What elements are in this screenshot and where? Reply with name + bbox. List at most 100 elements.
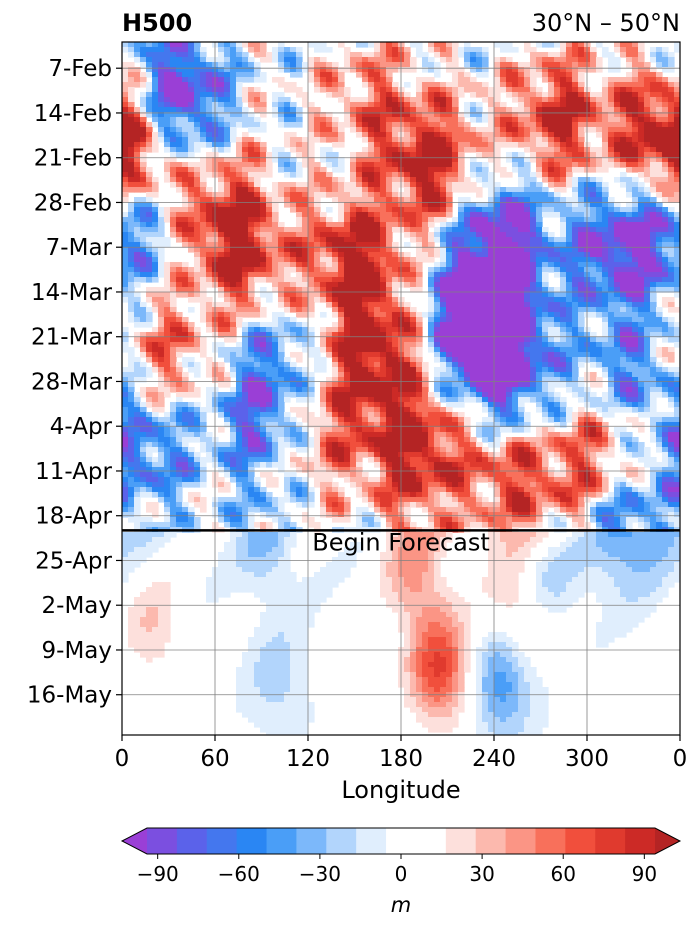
- heatmap-cell: [464, 57, 471, 63]
- heatmap-cell: [134, 152, 141, 158]
- heatmap-cell: [344, 277, 351, 283]
- heatmap-cell: [122, 267, 129, 273]
- heatmap-cell: [158, 337, 165, 343]
- heatmap-cell: [362, 52, 369, 58]
- heatmap-cell: [404, 227, 411, 233]
- heatmap-cell: [650, 72, 657, 78]
- heatmap-cell: [128, 187, 135, 193]
- heatmap-cell: [176, 332, 183, 338]
- heatmap-cell: [566, 207, 573, 213]
- heatmap-cell: [548, 62, 555, 68]
- heatmap-cell: [632, 187, 639, 193]
- heatmap-cell: [614, 117, 621, 123]
- heatmap-cell: [602, 157, 609, 163]
- heatmap-cell: [200, 307, 207, 313]
- heatmap-cell: [248, 197, 255, 203]
- heatmap-cell: [542, 162, 549, 168]
- heatmap-cell: [362, 257, 369, 263]
- heatmap-cell: [170, 152, 177, 158]
- heatmap-cell: [422, 167, 429, 173]
- heatmap-cell: [224, 112, 231, 118]
- heatmap-cell: [518, 197, 525, 203]
- heatmap-cell: [644, 112, 651, 118]
- heatmap-cell: [506, 187, 513, 193]
- heatmap-cell: [356, 252, 363, 258]
- heatmap-cell: [458, 302, 465, 308]
- heatmap-cell: [440, 152, 447, 158]
- heatmap-cell: [374, 307, 381, 313]
- heatmap-cell: [236, 282, 243, 288]
- heatmap-cell: [404, 92, 411, 98]
- heatmap-cell: [470, 337, 477, 343]
- heatmap-cell: [542, 157, 549, 163]
- heatmap-cell: [608, 232, 615, 238]
- heatmap-cell: [596, 157, 603, 163]
- heatmap-cell: [512, 107, 519, 113]
- heatmap-cell: [176, 102, 183, 108]
- heatmap-cell: [386, 272, 393, 278]
- heatmap-cell: [650, 162, 657, 168]
- heatmap-cell: [638, 192, 645, 198]
- heatmap-cell: [308, 57, 315, 63]
- heatmap-cell: [488, 242, 495, 248]
- heatmap-cell: [236, 217, 243, 223]
- heatmap-cell: [566, 137, 573, 143]
- heatmap-cell: [404, 172, 411, 178]
- heatmap-cell: [614, 57, 621, 63]
- heatmap-cell: [512, 282, 519, 288]
- heatmap-cell: [368, 102, 375, 108]
- heatmap-cell: [320, 327, 327, 333]
- heatmap-cell: [224, 57, 231, 63]
- heatmap-cell: [356, 237, 363, 243]
- heatmap-cell: [608, 257, 615, 263]
- heatmap-cell: [506, 332, 513, 338]
- heatmap-cell: [476, 202, 483, 208]
- heatmap-cell: [380, 272, 387, 278]
- heatmap-cell: [272, 217, 279, 223]
- heatmap-cell: [272, 267, 279, 273]
- heatmap-cell: [434, 62, 441, 68]
- heatmap-cell: [542, 347, 549, 353]
- heatmap-cell: [326, 132, 333, 138]
- heatmap-cell: [452, 337, 459, 343]
- heatmap-cell: [188, 117, 195, 123]
- heatmap-cell: [248, 242, 255, 248]
- heatmap-cell: [344, 92, 351, 98]
- heatmap-cell: [272, 252, 279, 258]
- heatmap-cell: [458, 132, 465, 138]
- heatmap-cell: [464, 137, 471, 143]
- heatmap-cell: [446, 122, 453, 128]
- heatmap-cell: [242, 302, 249, 308]
- heatmap-cell: [314, 162, 321, 168]
- heatmap-cell: [530, 252, 537, 258]
- heatmap-cell: [566, 112, 573, 118]
- heatmap-cell: [404, 252, 411, 258]
- heatmap-cell: [320, 152, 327, 158]
- heatmap-cell: [344, 187, 351, 193]
- heatmap-cell: [542, 197, 549, 203]
- heatmap-cell: [488, 92, 495, 98]
- heatmap-cell: [488, 97, 495, 103]
- heatmap-cell: [326, 77, 333, 83]
- heatmap-cell: [500, 292, 507, 298]
- heatmap-cell: [194, 97, 201, 103]
- heatmap-cell: [230, 287, 237, 293]
- heatmap-cell: [632, 82, 639, 88]
- heatmap-cell: [146, 212, 153, 218]
- heatmap-cell: [374, 287, 381, 293]
- heatmap-cell: [572, 112, 579, 118]
- heatmap-cell: [140, 322, 147, 328]
- heatmap-cell: [344, 247, 351, 253]
- heatmap-cell: [314, 117, 321, 123]
- heatmap-cell: [332, 232, 339, 238]
- heatmap-cell: [350, 272, 357, 278]
- heatmap-cell: [596, 57, 603, 63]
- heatmap-cell: [356, 347, 363, 353]
- heatmap-cell: [440, 337, 447, 343]
- heatmap-cell: [182, 287, 189, 293]
- heatmap-cell: [524, 337, 531, 343]
- heatmap-cell: [458, 307, 465, 313]
- heatmap-cell: [518, 142, 525, 148]
- heatmap-cell: [452, 302, 459, 308]
- heatmap-cell: [626, 282, 633, 288]
